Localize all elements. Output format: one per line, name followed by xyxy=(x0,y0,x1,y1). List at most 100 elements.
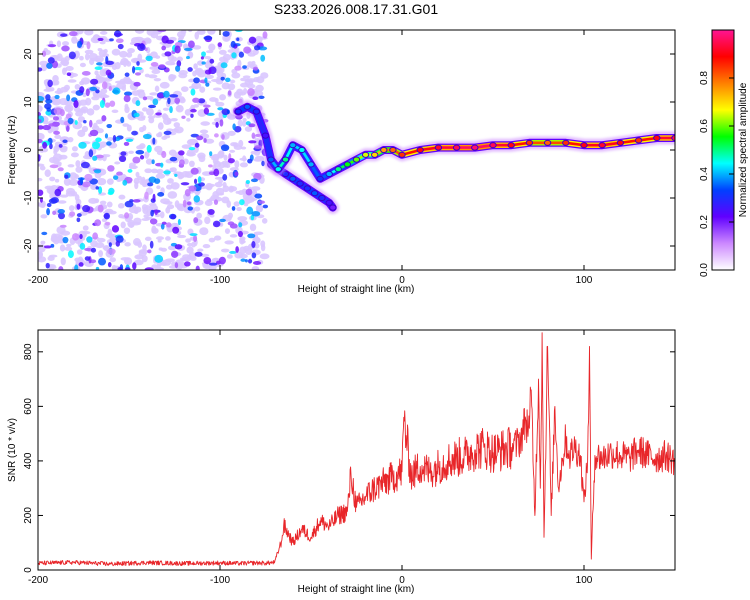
ridge-point xyxy=(616,139,625,146)
noise-blob xyxy=(252,66,259,71)
noise-blob xyxy=(122,179,128,186)
noise-blob xyxy=(230,40,236,48)
noise-blob xyxy=(117,267,123,270)
noise-blob xyxy=(52,210,57,216)
snr-panel: -200 -100 0 100 0 200 400 600 800 Height of str… xyxy=(7,329,676,595)
noise-blob xyxy=(76,203,81,210)
noise-blob xyxy=(89,178,98,185)
noise-blob-faint xyxy=(119,50,128,58)
snr-y-label: SNR (10 * v/v) xyxy=(7,418,18,482)
noise-blob xyxy=(238,51,245,58)
noise-blob-faint xyxy=(56,40,62,48)
noise-blob xyxy=(190,167,199,175)
noise-blob xyxy=(112,89,120,94)
noise-blob-faint xyxy=(111,48,121,56)
noise-blob xyxy=(157,93,164,98)
noise-blob-faint xyxy=(123,227,131,235)
noise-blob-faint xyxy=(59,244,66,252)
ridge-point xyxy=(243,103,252,110)
ridge-point xyxy=(252,108,261,115)
noise-blob-faint xyxy=(196,212,202,219)
noise-blob-faint xyxy=(137,175,143,181)
noise-blob xyxy=(157,30,167,33)
noise-blob-faint xyxy=(142,180,150,184)
noise-blob xyxy=(201,51,206,57)
noise-blob xyxy=(68,51,76,60)
noise-blob xyxy=(158,64,166,69)
noise-blob-faint xyxy=(99,41,106,45)
noise-blob xyxy=(251,240,256,248)
noise-blob xyxy=(57,209,66,214)
noise-blob xyxy=(220,62,228,69)
y-tick-label: 400 xyxy=(23,452,34,469)
noise-blob xyxy=(92,155,98,161)
noise-blob-faint xyxy=(159,81,170,89)
noise-blob-faint xyxy=(253,77,260,83)
frequency-ridge xyxy=(231,100,675,215)
noise-blob-faint xyxy=(151,168,159,174)
noise-blob-faint xyxy=(63,84,70,91)
noise-blob-faint xyxy=(187,138,198,143)
noise-blob-faint xyxy=(111,109,119,113)
noise-blob xyxy=(133,112,140,118)
noise-blob xyxy=(54,94,60,100)
noise-blob xyxy=(193,217,199,224)
noise-blob xyxy=(107,165,115,172)
noise-blob xyxy=(208,262,218,266)
noise-blob xyxy=(220,76,225,81)
noise-blob-faint xyxy=(242,75,251,79)
noise-blob-faint xyxy=(138,126,145,133)
noise-blob-faint xyxy=(199,86,206,93)
noise-blob-faint xyxy=(186,242,193,247)
x-tick-label: 100 xyxy=(576,275,593,286)
noise-blob xyxy=(45,94,51,101)
noise-blob xyxy=(107,262,112,268)
noise-blob-faint xyxy=(79,80,85,86)
noise-blob xyxy=(90,247,97,253)
noise-blob xyxy=(155,112,162,116)
noise-blob-faint xyxy=(151,227,159,234)
noise-blob-faint xyxy=(220,248,230,253)
noise-blob xyxy=(104,221,111,226)
noise-blob-faint xyxy=(144,236,152,242)
noise-blob-faint xyxy=(179,257,189,261)
noise-blob-faint xyxy=(94,70,99,76)
noise-blob-faint xyxy=(214,97,219,104)
noise-blob xyxy=(115,240,121,247)
noise-blob xyxy=(222,173,228,181)
noise-blob xyxy=(163,170,171,175)
noise-blob xyxy=(170,250,179,258)
noise-blob xyxy=(205,82,210,87)
noise-blob xyxy=(123,141,130,146)
noise-blob xyxy=(99,100,105,109)
noise-blob xyxy=(175,65,181,72)
noise-blob xyxy=(247,158,253,164)
noise-blob xyxy=(152,137,156,145)
noise-blob-faint xyxy=(79,62,86,68)
noise-blob-faint xyxy=(97,48,103,52)
colorbar-tick-label: 0.0 xyxy=(699,263,710,277)
spectrogram-frame xyxy=(37,29,676,271)
noise-blob-faint xyxy=(38,202,41,207)
noise-blob xyxy=(89,119,93,128)
noise-blob xyxy=(38,67,43,72)
ridge-point xyxy=(281,156,290,163)
noise-blob xyxy=(93,169,102,174)
ridge-point xyxy=(380,146,388,154)
noise-blob xyxy=(186,55,190,60)
noise-blob xyxy=(118,155,127,163)
noise-blob xyxy=(251,210,261,217)
noise-blob-faint xyxy=(71,36,78,44)
noise-blob-faint xyxy=(144,151,150,158)
noise-scatter xyxy=(38,30,270,270)
noise-blob xyxy=(147,182,154,187)
noise-blob-faint xyxy=(117,203,125,209)
noise-blob-faint xyxy=(243,245,250,252)
noise-blob xyxy=(38,139,43,144)
noise-blob xyxy=(206,112,215,116)
noise-blob xyxy=(193,235,198,242)
noise-blob xyxy=(95,266,100,270)
noise-blob xyxy=(197,98,206,104)
ridge-point xyxy=(274,166,282,173)
noise-blob-faint xyxy=(239,162,249,168)
